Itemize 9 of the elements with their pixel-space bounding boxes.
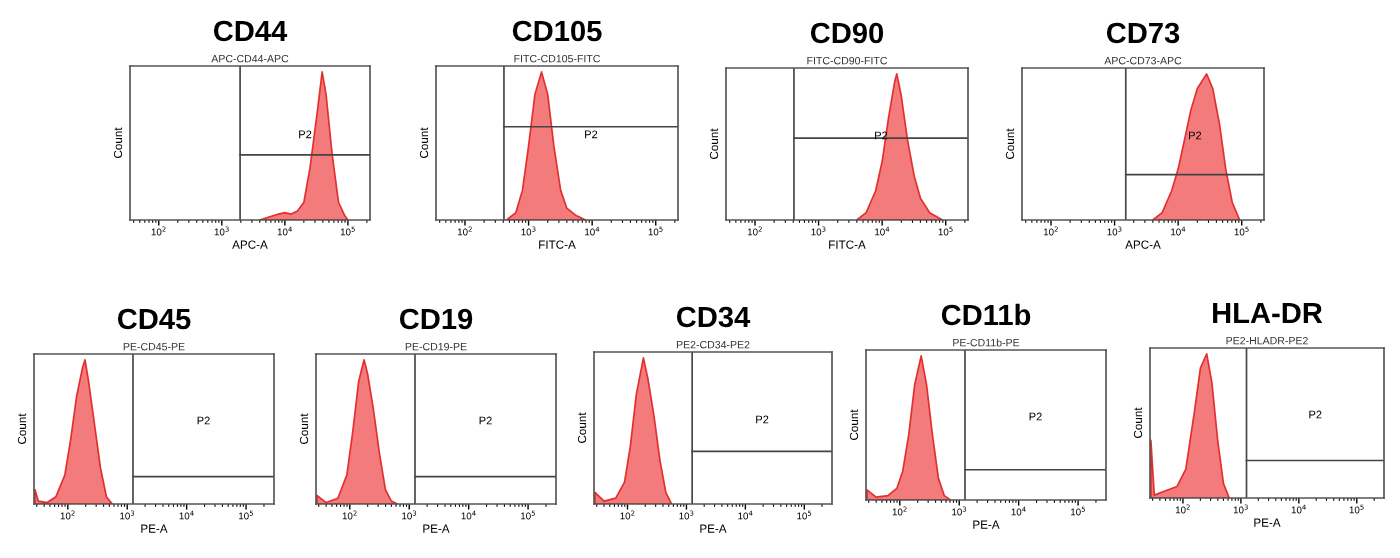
chart-title: CD44 [213, 20, 288, 42]
chart-title: CD45 [117, 308, 191, 330]
chart-title: CD19 [399, 308, 473, 330]
chart-title: CD90 [810, 22, 884, 44]
chart-title: CD34 [676, 306, 751, 328]
chart-title: HLA-DR [1213, 302, 1323, 323]
chart-title: CD73 [1106, 22, 1180, 44]
chart-title: CD105 [512, 20, 602, 42]
chart-title: CD11b [941, 303, 1031, 326]
